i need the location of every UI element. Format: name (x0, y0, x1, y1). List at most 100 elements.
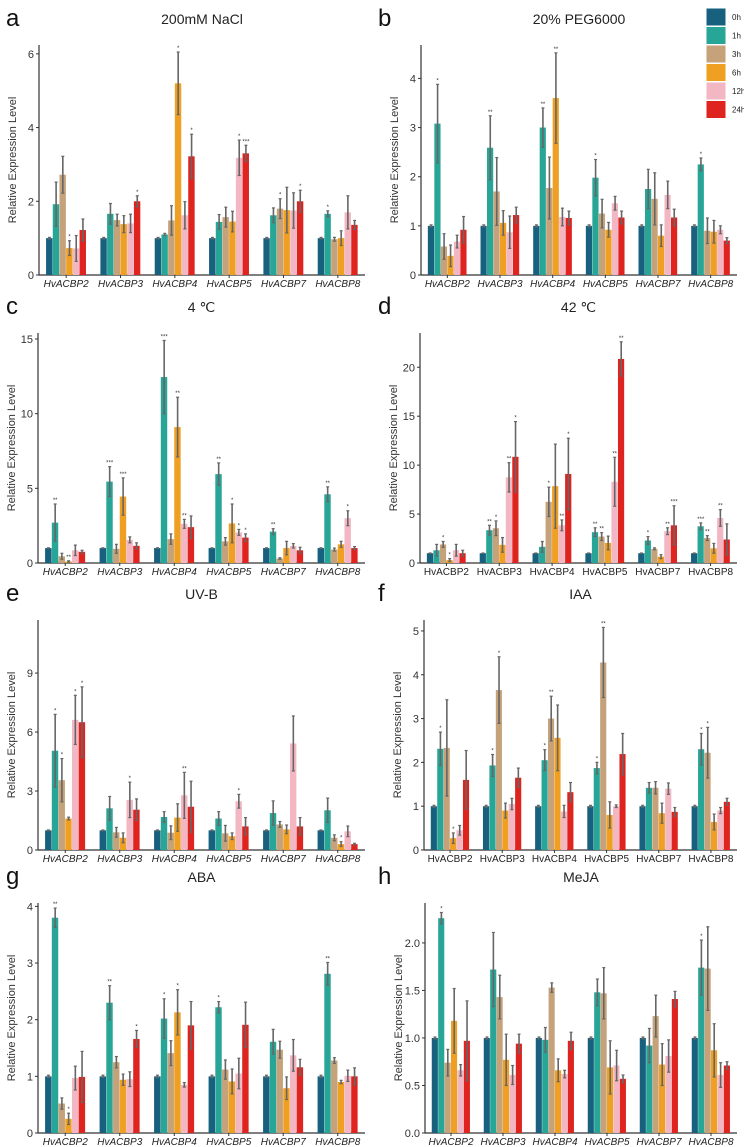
bar-12h (289, 545, 297, 563)
y-tick-label: 0.5 (405, 1080, 420, 1092)
chart-panel-b: b 20% PEG6000 Relative Expression Level 0 1 2… (378, 5, 737, 290)
bar-0h (46, 238, 53, 275)
significance-mark: ** (216, 457, 221, 463)
bar-24h (351, 844, 358, 850)
bar-12h (235, 157, 243, 275)
significance-mark: * (439, 726, 442, 732)
bar-1h (51, 522, 59, 563)
y-tick-label: 1.0 (405, 1033, 420, 1045)
y-tick-label: 3 (413, 714, 419, 726)
x-tick-label: HvACBP5 (206, 1137, 251, 1147)
bar-12h (290, 210, 297, 275)
significance-mark: ** (705, 530, 710, 536)
y-tick-label: 0 (28, 270, 34, 282)
bar-12h (665, 788, 672, 850)
y-tick-label: 0 (409, 558, 415, 570)
bar-0h (691, 553, 698, 563)
bar-3h (59, 174, 66, 275)
significance-mark: * (238, 523, 241, 529)
bar-6h (65, 1118, 72, 1133)
bar-12h (289, 1055, 297, 1133)
bar-0h (639, 1037, 646, 1133)
significance-mark: * (514, 416, 517, 422)
bar-3h (444, 1062, 451, 1133)
bar-0h (208, 548, 216, 563)
panel-title: UV-B (185, 586, 218, 602)
bar-24h (133, 545, 140, 563)
panel-letter: h (378, 863, 391, 890)
significance-mark: *** (106, 461, 114, 467)
y-tick-label: 0.0 (405, 1128, 420, 1140)
bar-24h (187, 527, 195, 563)
bar-24h (188, 156, 195, 275)
significance-mark: * (491, 748, 494, 754)
y-tick-label: 15 (21, 334, 33, 346)
bar-0h (482, 806, 490, 850)
y-axis-label: Relative Expression Level (392, 672, 404, 799)
significance-mark: ** (53, 902, 58, 908)
bar-12h (457, 1070, 464, 1133)
x-tick-label: HvACBP8 (688, 854, 733, 865)
significance-mark: * (231, 498, 234, 504)
x-tick-label: HvACBP5 (206, 567, 251, 578)
x-tick-label: HvACBP8 (688, 279, 733, 290)
bar-24h (79, 230, 86, 275)
significance-mark: * (61, 753, 64, 759)
bar-3h (704, 230, 711, 275)
significance-mark: * (68, 235, 71, 241)
panel-letter: e (6, 580, 19, 607)
y-axis-label: Relative Expression Level (393, 955, 405, 1082)
bar-24h (460, 229, 467, 275)
bar-3h (167, 832, 174, 850)
legend-swatch-6h (705, 63, 727, 82)
bar-12h (505, 477, 512, 563)
bar-3h (651, 548, 658, 563)
bar-24h (133, 201, 141, 275)
bar-12h (71, 1078, 79, 1133)
bar-24h (133, 809, 140, 850)
x-tick-label: HvACBP3 (477, 567, 522, 578)
bar-6h (606, 814, 613, 850)
bar-24h (618, 217, 625, 275)
bar-12h (289, 743, 297, 850)
significance-mark: ** (612, 451, 617, 457)
bar-3h (168, 220, 175, 275)
bar-3h (222, 1069, 229, 1133)
bar-3h (548, 987, 555, 1133)
y-tick-label: 0 (27, 558, 33, 570)
bar-3h (276, 1049, 283, 1133)
bar-1h (324, 494, 331, 563)
bar-3h (331, 549, 338, 563)
bar-1h (106, 1002, 113, 1133)
bar-1h (489, 765, 496, 850)
bar-12h (559, 217, 566, 275)
significance-mark: * (440, 907, 443, 913)
significance-mark: * (544, 744, 547, 750)
bar-1h (487, 147, 494, 275)
y-tick-label: 4 (410, 73, 416, 85)
bar-24h (459, 553, 466, 563)
bar-0h (532, 553, 539, 563)
bar-6h (66, 248, 73, 275)
x-tick-label: HvACBP7 (261, 279, 306, 290)
bar-3h (704, 752, 711, 850)
y-tick-label: 2 (27, 1015, 33, 1027)
bar-6h (119, 837, 127, 850)
bar-0h (317, 238, 325, 275)
significance-mark: * (707, 721, 710, 727)
x-tick-label: HvACBP2 (43, 567, 88, 578)
y-tick-label: 0 (410, 270, 416, 282)
significance-mark: *** (671, 500, 679, 506)
bar-0h (533, 225, 540, 275)
bar-24h (296, 550, 304, 563)
legend-swatch-3h (705, 44, 727, 64)
legend-label: 1h (732, 32, 741, 41)
bar-6h (499, 544, 506, 563)
bar-12h (126, 1079, 133, 1133)
significance-mark: * (647, 531, 650, 537)
y-tick-label: 3 (27, 786, 33, 798)
bar-6h (283, 548, 290, 563)
bar-12h (717, 810, 724, 850)
bar-12h (71, 719, 79, 850)
bar-6h (450, 838, 457, 850)
